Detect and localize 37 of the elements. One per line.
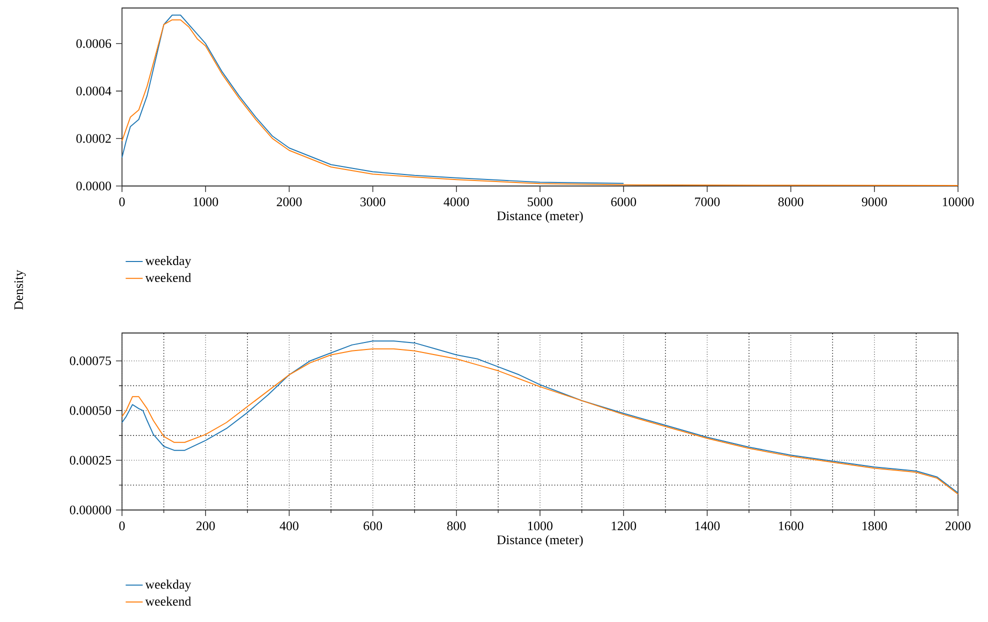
- x-tick-label: 0: [119, 198, 125, 206]
- x-tick-label: 2000: [946, 522, 970, 530]
- legend-label: weekend: [145, 272, 192, 282]
- y-tick-label: 0.00000: [70, 506, 111, 514]
- x-tick-label: 10000: [942, 198, 974, 206]
- x-tick-label: 5000: [528, 198, 552, 206]
- x-tick-label: 0: [119, 522, 125, 530]
- y-tick-label: 0.0000: [76, 182, 111, 190]
- y-axis-title: Density: [14, 270, 26, 310]
- y-tick-label: 0.0002: [76, 134, 111, 143]
- y-tick-label: 0.00025: [70, 456, 111, 465]
- x-tick-label: 200: [196, 522, 215, 530]
- y-tick-label: 0.00075: [70, 356, 111, 366]
- x-tick-label: 3000: [360, 198, 386, 206]
- x-tick-label: 400: [280, 522, 298, 530]
- x-tick-label: 6000: [611, 198, 636, 206]
- x-tick-label: 7000: [695, 198, 720, 206]
- x-tick-label: 1000: [528, 522, 552, 530]
- x-tick-label: 1200: [612, 522, 636, 530]
- x-tick-label: 2000: [276, 198, 302, 206]
- x-tick-label: 9000: [862, 198, 887, 206]
- legend-label: weekday: [145, 580, 192, 592]
- x-axis-title: Distance (meter): [497, 211, 583, 223]
- x-tick-label: 1000: [194, 198, 218, 206]
- x-tick-label: 8000: [778, 198, 804, 206]
- x-tick-label: 4000: [444, 198, 469, 206]
- y-tick-label: 0.00050: [70, 406, 111, 415]
- x-tick-label: 1600: [778, 522, 804, 530]
- legend-label: weekend: [145, 596, 192, 606]
- x-tick-label: 1400: [695, 522, 720, 530]
- x-axis-title: Distance (meter): [497, 535, 583, 547]
- x-tick-label: 1800: [862, 522, 887, 530]
- x-tick-label: 600: [364, 522, 382, 530]
- legend-label: weekday: [145, 256, 192, 268]
- x-tick-label: 800: [447, 522, 466, 530]
- y-tick-label: 0.0004: [76, 86, 112, 96]
- y-tick-label: 0.0006: [76, 39, 112, 48]
